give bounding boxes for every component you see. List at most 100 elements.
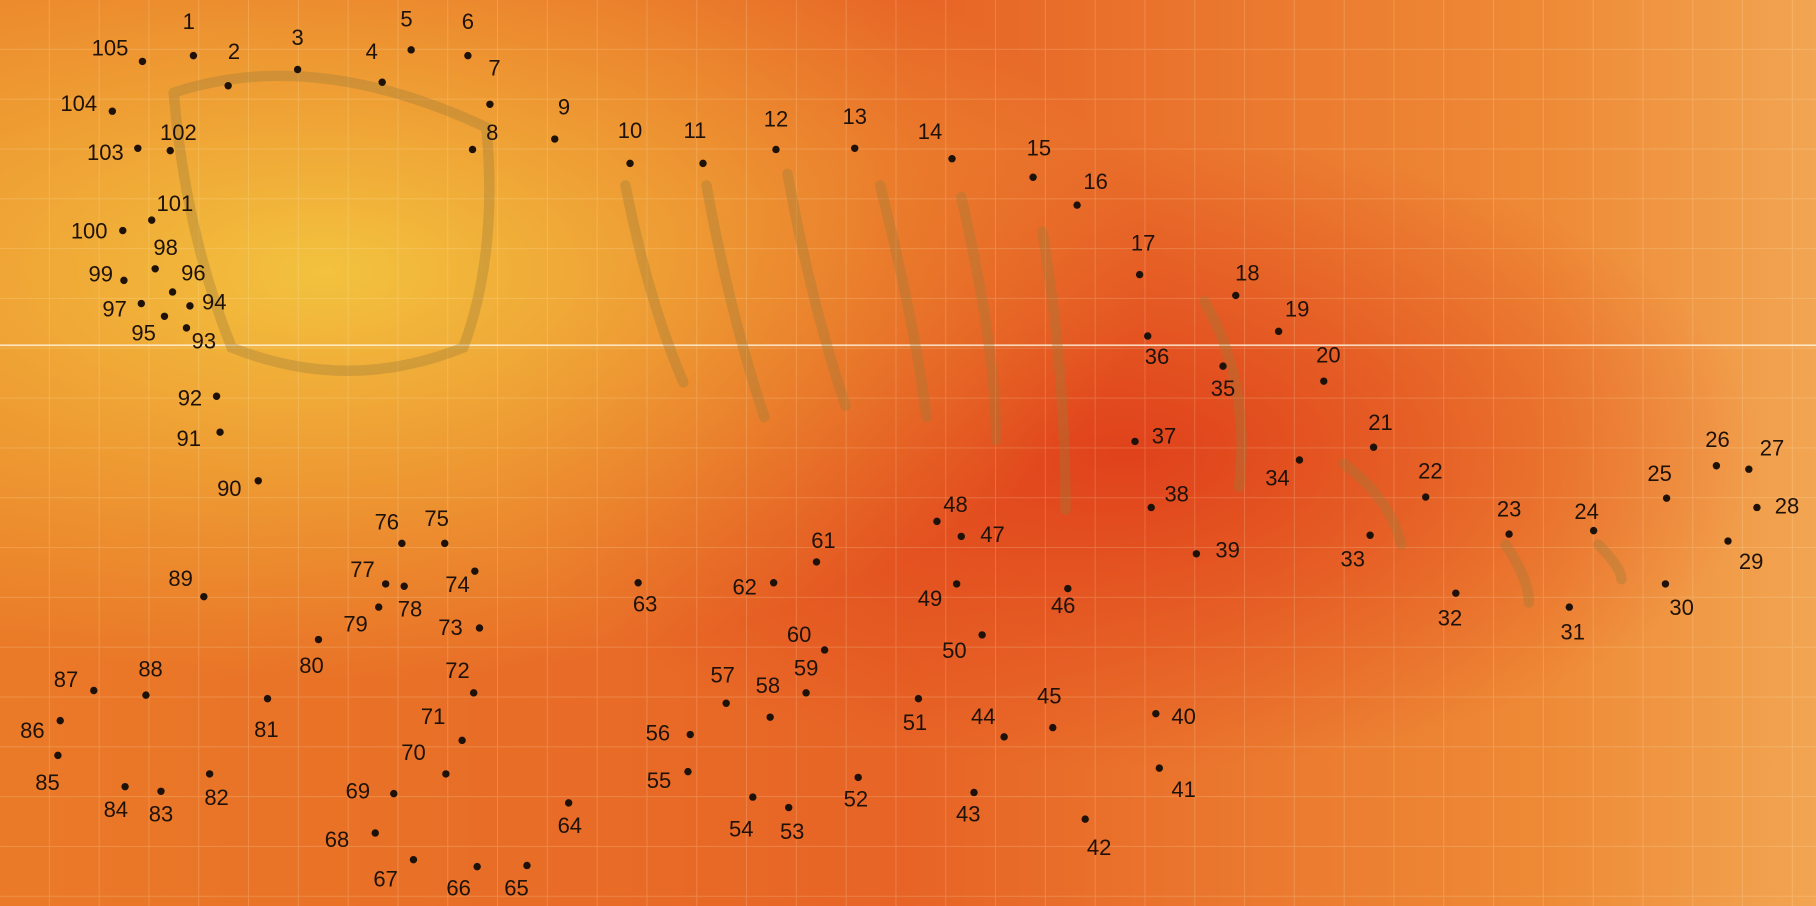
dot [168, 288, 177, 296]
dot [469, 689, 478, 697]
dot [1064, 584, 1072, 593]
dot-number: 79 [343, 611, 367, 636]
dot-number: 57 [710, 662, 734, 687]
dot [1745, 465, 1753, 473]
dot [108, 107, 117, 115]
dot-number: 34 [1265, 465, 1289, 490]
dot-number: 21 [1368, 410, 1392, 435]
dot-number: 10 [618, 118, 642, 143]
dot-number: 7 [488, 55, 500, 80]
dot [442, 770, 450, 778]
dot-number: 24 [1574, 499, 1598, 524]
dot-number: 83 [149, 801, 173, 826]
dot-number: 12 [764, 106, 788, 131]
dot [1724, 537, 1732, 545]
dot [1081, 815, 1089, 823]
dot [564, 799, 573, 807]
dot-number: 103 [87, 140, 124, 165]
dot-number: 91 [177, 426, 201, 451]
dot-number: 81 [254, 717, 278, 742]
dot-number: 73 [438, 615, 462, 640]
dot [148, 216, 156, 224]
dot-number: 85 [35, 770, 59, 795]
dot-number: 14 [918, 119, 942, 144]
dot-number: 60 [787, 622, 811, 647]
dot-number: 29 [1739, 549, 1763, 574]
dot-number: 67 [373, 866, 397, 891]
dot-number: 92 [178, 386, 202, 411]
dot-number: 88 [138, 657, 162, 682]
dot-number: 9 [558, 95, 570, 120]
dot [722, 699, 730, 707]
dot-number: 42 [1087, 835, 1111, 860]
dot-number: 58 [756, 673, 780, 698]
dot [1421, 493, 1430, 501]
dot-number: 41 [1171, 777, 1195, 802]
dot [200, 592, 208, 601]
dot-number: 45 [1037, 683, 1061, 708]
dot-number: 64 [558, 813, 582, 838]
dot-number: 40 [1171, 704, 1195, 729]
dot-number: 16 [1083, 169, 1107, 194]
dot-number: 93 [192, 329, 216, 354]
dot [138, 57, 147, 66]
dot [914, 694, 923, 703]
dot-number: 20 [1316, 343, 1340, 368]
dot [1131, 437, 1139, 446]
dot-number: 53 [780, 819, 804, 844]
dot [820, 646, 829, 654]
dot-number: 72 [445, 658, 469, 683]
dot-number: 2 [228, 39, 240, 64]
dot [1029, 173, 1037, 181]
dot-number: 30 [1669, 595, 1693, 620]
dot-number: 80 [299, 653, 323, 678]
dot-number: 44 [971, 704, 995, 729]
dot [1452, 589, 1460, 597]
dot [486, 100, 494, 108]
dot [189, 51, 198, 60]
dot-number: 76 [375, 509, 399, 534]
dot [263, 694, 272, 703]
dot [785, 803, 793, 812]
dot [160, 312, 169, 320]
dot-number: 43 [956, 801, 980, 826]
dot-number: 39 [1215, 537, 1239, 562]
dot-number: 90 [217, 476, 241, 501]
dot [957, 532, 965, 541]
dot [1589, 526, 1598, 535]
dot-number: 82 [204, 785, 228, 810]
dot-number: 87 [54, 667, 78, 692]
dot-number: 15 [1027, 135, 1051, 160]
dot [471, 567, 479, 575]
dot-number: 65 [504, 876, 528, 901]
dot-number: 8 [486, 120, 498, 145]
dot [390, 789, 398, 798]
dot [441, 539, 449, 548]
dot-number: 49 [918, 586, 942, 611]
dot [205, 770, 214, 778]
dot [1295, 456, 1304, 464]
dot [551, 135, 559, 143]
dot-number: 51 [903, 710, 927, 735]
dot [1662, 494, 1671, 502]
dot-number: 97 [102, 296, 126, 321]
dot [407, 46, 415, 54]
dot-number: 62 [732, 574, 756, 599]
dot [766, 713, 774, 721]
dot-number: 22 [1418, 459, 1442, 484]
dot-number: 68 [325, 827, 349, 852]
dot [314, 635, 323, 644]
dot [293, 65, 302, 74]
dot-number: 6 [462, 9, 474, 34]
dot [686, 730, 694, 739]
dot-number: 37 [1152, 424, 1176, 449]
dot-number: 46 [1051, 593, 1075, 618]
dot [1565, 603, 1574, 611]
dot [1712, 462, 1721, 470]
dot [464, 51, 472, 60]
dot [186, 302, 194, 310]
dot [978, 631, 986, 639]
dot [56, 716, 64, 725]
dot-number: 28 [1775, 493, 1799, 518]
